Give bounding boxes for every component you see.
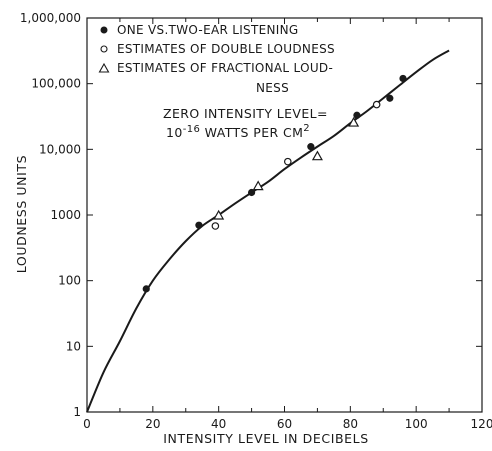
point-double-loudness (283, 157, 292, 166)
y-tick-labels: 1 10 100 1000 10,000 100,000 1,000,000 (20, 11, 81, 419)
point-fractional-loudness (252, 180, 264, 191)
point-one-vs-two-ear (399, 74, 407, 83)
legend-label-fractional-loudness-cont: NESS (256, 81, 289, 95)
y-tick-label: 1000 (50, 208, 81, 222)
x-tick-label: 60 (277, 417, 292, 431)
x-axis-title: INTENSITY LEVEL IN DECIBELS (163, 431, 369, 446)
point-fractional-loudness (213, 209, 225, 220)
y-axis-title: LOUDNESS UNITS (14, 155, 29, 273)
annotation-line-2: 10-16 WATTS PER CM2 (166, 123, 310, 140)
y-tick-label: 100,000 (31, 77, 81, 91)
zero-intensity-annotation: ZERO INTENSITY LEVEL= 10-16 WATTS PER CM… (163, 106, 328, 140)
annotation-line-1: ZERO INTENSITY LEVEL= (163, 106, 328, 121)
legend: ONE VS.TWO-EAR LISTENING ESTIMATES OF DO… (98, 23, 335, 95)
point-one-vs-two-ear (353, 111, 361, 119)
point-one-vs-two-ear (307, 143, 315, 151)
point-fractional-loudness (348, 116, 360, 127)
x-tick-labels: 0 20 40 60 80 100 120 (83, 417, 492, 431)
point-one-vs-two-ear (195, 221, 203, 229)
plot-frame (86, 17, 483, 413)
loudness-curve (86, 49, 450, 413)
legend-label-fractional-loudness: ESTIMATES OF FRACTIONAL LOUD- (117, 61, 333, 75)
x-tick-label: 120 (471, 417, 492, 431)
point-one-vs-two-ear (142, 285, 150, 293)
legend-marker-open-circle (100, 45, 108, 53)
data-points (142, 74, 407, 293)
axis-ticks (87, 18, 482, 412)
legend-marker-filled-circle (100, 26, 108, 34)
point-one-vs-two-ear (386, 94, 394, 102)
y-tick-label: 1 (73, 405, 81, 419)
x-tick-label: 100 (405, 417, 428, 431)
annotation-base: 10 (166, 125, 183, 140)
y-tick-label: 10 (66, 339, 81, 353)
legend-marker-open-triangle (98, 62, 110, 73)
point-double-loudness (211, 222, 220, 230)
annotation-exponent: -16 (183, 124, 201, 135)
point-double-loudness (372, 100, 381, 109)
legend-label-one-vs-two-ear: ONE VS.TWO-EAR LISTENING (117, 23, 298, 37)
point-one-vs-two-ear (247, 188, 256, 197)
y-tick-label: 10,000 (39, 142, 81, 156)
y-tick-label: 100 (58, 274, 81, 288)
y-tick-label: 1,000,000 (20, 11, 81, 25)
x-tick-label: 20 (145, 417, 160, 431)
x-tick-label: 0 (83, 417, 91, 431)
x-tick-label: 80 (343, 417, 358, 431)
annotation-units: WATTS PER CM (200, 125, 303, 140)
point-fractional-loudness (311, 150, 323, 161)
x-tick-label: 40 (211, 417, 226, 431)
legend-label-double-loudness: ESTIMATES OF DOUBLE LOUDNESS (117, 42, 335, 56)
annotation-unit-exponent: 2 (303, 123, 310, 134)
